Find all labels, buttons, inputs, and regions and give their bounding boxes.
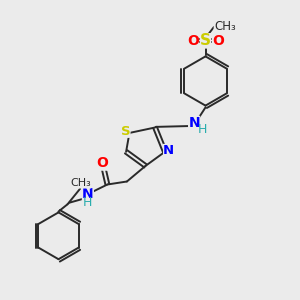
Text: N: N — [163, 144, 174, 157]
Text: O: O — [212, 34, 224, 48]
Text: O: O — [187, 34, 199, 48]
Text: O: O — [96, 157, 108, 170]
Text: CH₃: CH₃ — [70, 178, 91, 188]
Text: N: N — [82, 187, 94, 201]
Text: CH₃: CH₃ — [214, 20, 236, 33]
Text: S: S — [200, 33, 211, 48]
Text: S: S — [121, 124, 130, 138]
Text: H: H — [83, 196, 93, 209]
Text: N: N — [188, 116, 200, 130]
Text: H: H — [198, 123, 207, 136]
